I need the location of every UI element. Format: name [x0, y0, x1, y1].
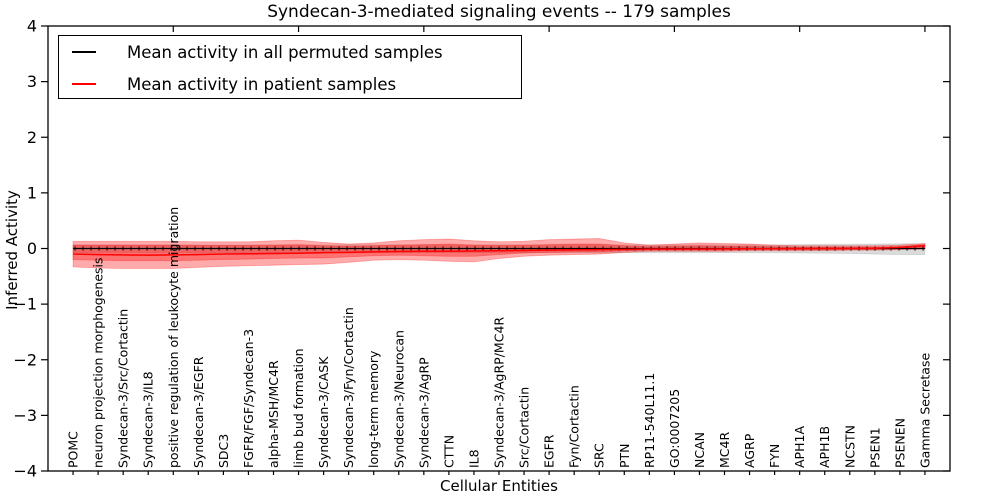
x-tick-label: AGRP [742, 433, 757, 468]
x-tick-label: IL8 [466, 449, 481, 468]
legend-row-patient: Mean activity in patient samples [72, 68, 521, 100]
legend-row-permuted: Mean activity in all permuted samples [72, 36, 521, 68]
x-tick-label: APH1A [792, 426, 807, 468]
x-tick-label: neuron projection morphogenesis [91, 257, 106, 468]
x-tick-label: APH1B [817, 426, 832, 468]
x-tick-label: positive regulation of leukocyte migrati… [166, 207, 181, 468]
mean-patient-line [73, 244, 925, 256]
x-tick-label: Syndecan-3/CASK [316, 356, 331, 468]
x-axis-label: Cellular Entities [440, 477, 558, 495]
x-tick-label: alpha-MSH/MC4R [266, 360, 281, 468]
y-tick-label: −1 [13, 295, 37, 314]
chart-title: Syndecan-3-mediated signaling events -- … [267, 2, 731, 22]
x-tick-label: Fyn/Cortactin [567, 385, 582, 468]
patient-line-swatch [72, 83, 96, 85]
x-tick-label: Syndecan-3/IL8 [141, 371, 156, 468]
x-tick-label: Syndecan-3/AgRP/MC4R [492, 317, 507, 468]
x-tick-label: EGFR [542, 434, 557, 468]
x-tick-label: NCSTN [842, 425, 857, 468]
permuted-line-swatch [72, 51, 96, 53]
legend-label-permuted: Mean activity in all permuted samples [127, 42, 443, 62]
x-tick-label: Syndecan-3/Neurocan [391, 330, 406, 468]
x-tick-label: Syndecan-3/AgRP [416, 357, 431, 468]
x-tick-label: POMC [66, 431, 81, 468]
x-tick-label: SDC3 [216, 434, 231, 468]
y-tick-label: 4 [27, 17, 37, 36]
x-tick-label: PSENEN [892, 418, 907, 468]
x-tick-label: SRC [592, 443, 607, 468]
y-tick-label: 1 [27, 183, 37, 202]
x-tick-label: Syndecan-3/EGFR [191, 356, 206, 468]
x-tick-label: PTN [617, 443, 632, 468]
x-tick-label: CTTN [441, 435, 456, 468]
x-tick-label: Gamma Secretase [917, 353, 932, 468]
x-tick-label: Syndecan-3/Src/Cortactin [116, 309, 131, 468]
x-tick-label: NCAN [692, 432, 707, 468]
x-tick-label: RP11-540L11.1 [642, 373, 657, 468]
x-tick-label: FYN [767, 444, 782, 468]
legend-label-patient: Mean activity in patient samples [127, 74, 397, 94]
x-tick-label: MC4R [717, 432, 732, 468]
y-tick-label: 3 [27, 72, 37, 91]
x-tick-label: PSEN1 [867, 427, 882, 468]
y-tick-label: 2 [27, 128, 37, 147]
y-tick-label: −3 [13, 406, 37, 425]
y-tick-label: −4 [13, 462, 37, 481]
x-tick-label: GO:0007205 [667, 389, 682, 468]
x-tick-label: Src/Cortactin [517, 387, 532, 468]
x-tick-label: long-term memory [366, 350, 381, 468]
y-tick-label: −2 [13, 350, 37, 369]
x-tick-label: limb bud formation [291, 348, 306, 468]
y-tick-label: 0 [27, 239, 37, 258]
x-tick-label: FGFR/FGF/Syndecan-3 [241, 329, 256, 468]
x-tick-label: Syndecan-3/Fyn/Cortactin [341, 307, 356, 468]
legend: Mean activity in all permuted samples Me… [58, 35, 522, 99]
